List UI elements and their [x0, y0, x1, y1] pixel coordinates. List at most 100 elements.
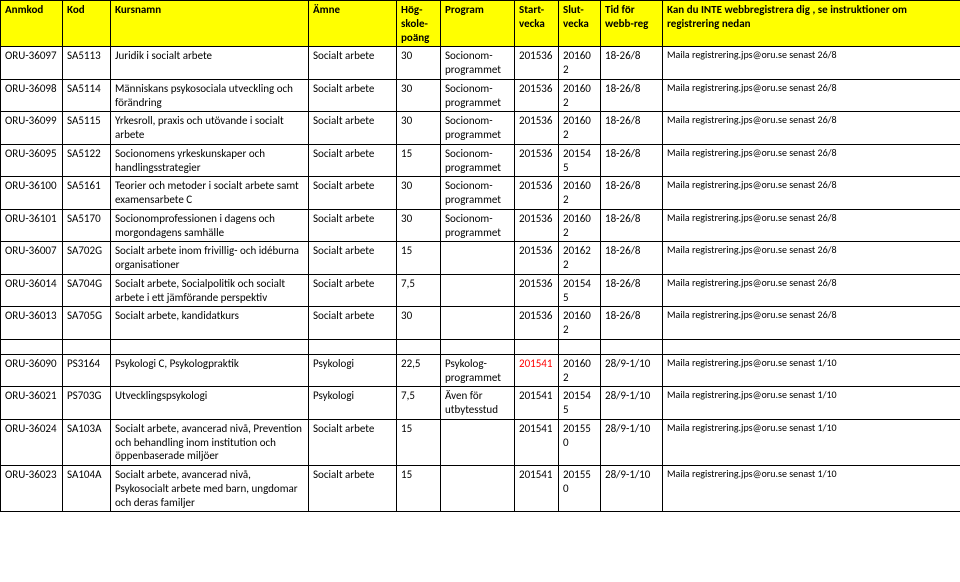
cell-poang: 15 [397, 466, 441, 512]
cell-startv: 201541 [515, 419, 559, 465]
cell-kursnamn: Socialt arbete, avancerad nivå, Preventi… [111, 419, 309, 465]
header-row: Anmkod Kod Kursnamn Ämne Hög- skole- poä… [1, 1, 960, 47]
cell-kursnamn: Juridik i socialt arbete [111, 47, 309, 80]
table-row: ORU-36097SA5113Juridik i socialt arbeteS… [1, 47, 960, 80]
spacer-cell [559, 339, 601, 354]
table-row: ORU-36101SA5170Socionomprofessionen i da… [1, 209, 960, 242]
cell-tid: 18-26/8 [601, 209, 663, 242]
table-row: ORU-36013SA705GSocialt arbete, kandidatk… [1, 307, 960, 340]
cell-kod: SA702G [63, 242, 111, 275]
cell-startv: 201536 [515, 242, 559, 275]
cell-anmkod: ORU-36021 [1, 387, 63, 420]
cell-slutv: 201602 [559, 209, 601, 242]
cell-kod: SA5170 [63, 209, 111, 242]
cell-kod: SA5113 [63, 47, 111, 80]
cell-poang: 30 [397, 79, 441, 112]
cell-info: Maila registrering.jps@oru.se senast 26/… [663, 112, 960, 145]
cell-slutv: 201545 [559, 387, 601, 420]
cell-startv: 201536 [515, 274, 559, 307]
spacer-cell [397, 339, 441, 354]
cell-amne: Socialt arbete [309, 144, 397, 177]
cell-program [441, 274, 515, 307]
cell-startv: 201541 [515, 466, 559, 512]
cell-program: Socionom-programmet [441, 177, 515, 210]
cell-amne: Socialt arbete [309, 112, 397, 145]
cell-anmkod: ORU-36097 [1, 47, 63, 80]
cell-kursnamn: Socialt arbete, Socialpolitik och social… [111, 274, 309, 307]
cell-program: Socionom-programmet [441, 112, 515, 145]
col-anmkod: Anmkod [1, 1, 63, 47]
cell-kod: SA5161 [63, 177, 111, 210]
spacer-cell [309, 339, 397, 354]
cell-kod: SA704G [63, 274, 111, 307]
table-row: ORU-36007SA702GSocialt arbete inom frivi… [1, 242, 960, 275]
spacer-row [1, 339, 960, 354]
cell-tid: 18-26/8 [601, 144, 663, 177]
cell-kursnamn: Människans psykosociala utveckling och f… [111, 79, 309, 112]
cell-poang: 22,5 [397, 354, 441, 387]
col-info: Kan du INTE webbregistrera dig , se inst… [663, 1, 960, 47]
cell-kursnamn: Socialt arbete inom frivillig- och idébu… [111, 242, 309, 275]
cell-slutv: 201602 [559, 47, 601, 80]
col-poang: Hög- skole- poäng [397, 1, 441, 47]
cell-kod: SA5122 [63, 144, 111, 177]
table-row: ORU-36023SA104ASocialt arbete, avancerad… [1, 466, 960, 512]
table-row: ORU-36099SA5115Yrkesroll, praxis och utö… [1, 112, 960, 145]
cell-poang: 15 [397, 419, 441, 465]
cell-tid: 18-26/8 [601, 242, 663, 275]
cell-tid: 18-26/8 [601, 79, 663, 112]
cell-anmkod: ORU-36090 [1, 354, 63, 387]
cell-info: Maila registrering.jps@oru.se senast 1/1… [663, 466, 960, 512]
col-slutv: Slut- vecka [559, 1, 601, 47]
cell-poang: 15 [397, 144, 441, 177]
cell-kursnamn: Socialt arbete, kandidatkurs [111, 307, 309, 340]
cell-tid: 28/9-1/10 [601, 466, 663, 512]
cell-program: Socionom-programmet [441, 144, 515, 177]
page: Anmkod Kod Kursnamn Ämne Hög- skole- poä… [0, 0, 960, 512]
cell-kursnamn: Socionomens yrkeskunskaper och handlings… [111, 144, 309, 177]
cell-tid: 18-26/8 [601, 307, 663, 340]
cell-tid: 18-26/8 [601, 274, 663, 307]
cell-kod: PS703G [63, 387, 111, 420]
cell-kod: SA5115 [63, 112, 111, 145]
cell-poang: 30 [397, 47, 441, 80]
cell-poang: 30 [397, 209, 441, 242]
cell-info: Maila registrering.jps@oru.se senast 1/1… [663, 419, 960, 465]
cell-slutv: 201602 [559, 354, 601, 387]
cell-info: Maila registrering.jps@oru.se senast 1/1… [663, 387, 960, 420]
cell-poang: 15 [397, 242, 441, 275]
cell-slutv: 201550 [559, 419, 601, 465]
cell-startv: 201541 [515, 354, 559, 387]
cell-kod: SA104A [63, 466, 111, 512]
col-kursnamn: Kursnamn [111, 1, 309, 47]
cell-info: Maila registrering.jps@oru.se senast 26/… [663, 177, 960, 210]
cell-info: Maila registrering.jps@oru.se senast 26/… [663, 79, 960, 112]
cell-amne: Psykologi [309, 387, 397, 420]
col-kod: Kod [63, 1, 111, 47]
cell-amne: Socialt arbete [309, 79, 397, 112]
spacer-cell [441, 339, 515, 354]
cell-slutv: 201545 [559, 274, 601, 307]
table-row: ORU-36021PS703GUtvecklingspsykologiPsyko… [1, 387, 960, 420]
cell-info: Maila registrering.jps@oru.se senast 26/… [663, 47, 960, 80]
cell-anmkod: ORU-36007 [1, 242, 63, 275]
cell-info: Maila registrering.jps@oru.se senast 26/… [663, 274, 960, 307]
cell-poang: 30 [397, 177, 441, 210]
cell-anmkod: ORU-36101 [1, 209, 63, 242]
cell-startv: 201536 [515, 47, 559, 80]
spacer-cell [663, 339, 960, 354]
cell-slutv: 201602 [559, 307, 601, 340]
cell-startv: 201536 [515, 177, 559, 210]
cell-slutv: 201602 [559, 177, 601, 210]
cell-info: Maila registrering.jps@oru.se senast 26/… [663, 209, 960, 242]
cell-amne: Socialt arbete [309, 466, 397, 512]
table-row: ORU-36014SA704GSocialt arbete, Socialpol… [1, 274, 960, 307]
cell-amne: Socialt arbete [309, 307, 397, 340]
course-table: Anmkod Kod Kursnamn Ämne Hög- skole- poä… [0, 0, 960, 512]
cell-anmkod: ORU-36098 [1, 79, 63, 112]
col-amne: Ämne [309, 1, 397, 47]
cell-startv: 201536 [515, 307, 559, 340]
cell-kursnamn: Utvecklingspsykologi [111, 387, 309, 420]
cell-startv: 201541 [515, 387, 559, 420]
cell-amne: Socialt arbete [309, 209, 397, 242]
